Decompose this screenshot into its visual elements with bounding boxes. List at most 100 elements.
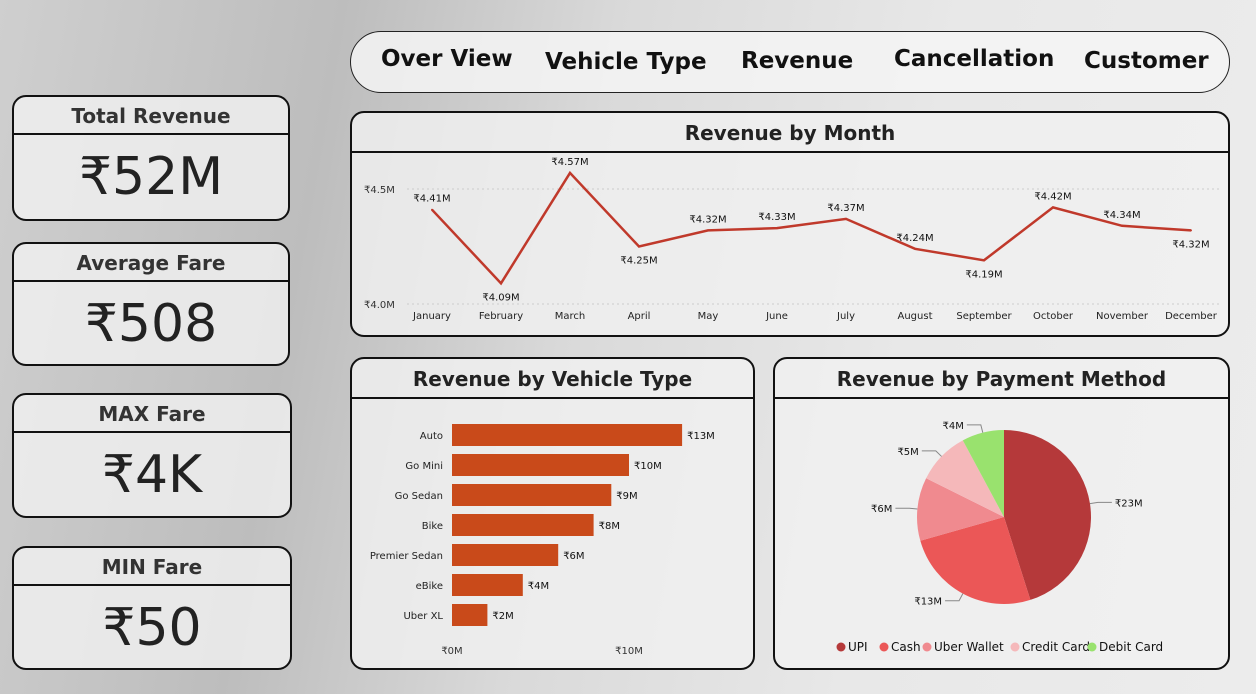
x-tick-label: November bbox=[1096, 311, 1149, 322]
data-label: ₹9M bbox=[616, 491, 637, 502]
pie-slice bbox=[920, 517, 1031, 604]
pie-slice bbox=[917, 478, 1004, 541]
pie-slice bbox=[1004, 430, 1091, 600]
x-tick-label: April bbox=[628, 311, 651, 322]
data-label: ₹4.09M bbox=[482, 292, 519, 303]
data-label: ₹4.42M bbox=[1034, 191, 1071, 202]
bar bbox=[452, 604, 488, 626]
data-point bbox=[569, 171, 571, 174]
data-point bbox=[431, 208, 433, 211]
x-tick-label: August bbox=[898, 311, 933, 322]
legend-label: Cash bbox=[891, 640, 921, 654]
kpi-label: Average Fare bbox=[14, 244, 288, 282]
y-tick-label: Uber XL bbox=[403, 611, 443, 622]
pie-chart: ₹23M ₹13M ₹6M ₹5M ₹4M UPI Cash Uber Wallet Credi… bbox=[836, 421, 1163, 654]
x-tick-label: ₹10M bbox=[615, 646, 643, 657]
legend-label: UPI bbox=[848, 640, 868, 654]
x-tick-label: July bbox=[836, 311, 855, 322]
data-point bbox=[1190, 229, 1192, 232]
bar bbox=[452, 454, 629, 476]
data-point bbox=[1052, 206, 1054, 209]
data-label: ₹4M bbox=[942, 421, 963, 432]
kpi-label: Total Revenue bbox=[14, 97, 288, 135]
data-point bbox=[845, 217, 847, 220]
revenue-line bbox=[431, 170, 1192, 286]
data-label: ₹13M bbox=[914, 597, 942, 608]
x-tick-label: January bbox=[412, 311, 451, 322]
bar bbox=[452, 544, 559, 566]
pie-slice bbox=[926, 440, 1004, 517]
legend-marker bbox=[1087, 642, 1097, 652]
data-label: ₹4.32M bbox=[689, 214, 726, 225]
data-label: ₹6M bbox=[871, 504, 892, 515]
x-tick-label: March bbox=[555, 311, 585, 322]
data-point bbox=[638, 245, 640, 248]
chart-title: Revenue by Payment Method bbox=[775, 359, 1228, 399]
kpi-value: ₹50 bbox=[102, 598, 202, 658]
data-label: ₹6M bbox=[563, 551, 584, 562]
bar bbox=[452, 484, 612, 506]
x-tick-label: May bbox=[698, 311, 719, 322]
nav-vehicle-type[interactable]: Vehicle Type bbox=[545, 49, 707, 75]
x-tick-label: September bbox=[956, 311, 1012, 322]
kpi-min-fare: MIN Fare ₹50 bbox=[12, 546, 292, 670]
data-point bbox=[1121, 224, 1123, 227]
data-point bbox=[500, 282, 502, 285]
leader-line bbox=[945, 593, 964, 602]
data-label: ₹8M bbox=[599, 521, 620, 532]
bar bbox=[452, 574, 523, 596]
legend-marker bbox=[1010, 642, 1020, 652]
data-point bbox=[707, 229, 709, 232]
y-tick-label: ₹4.0M bbox=[364, 300, 395, 311]
x-tick-label: February bbox=[479, 311, 523, 322]
legend-label: Credit Card bbox=[1022, 640, 1090, 654]
nav-cancellation[interactable]: Cancellation bbox=[894, 46, 1055, 72]
kpi-label: MIN Fare bbox=[14, 548, 290, 586]
y-tick-label: Auto bbox=[420, 431, 443, 442]
data-label: ₹13M bbox=[687, 431, 715, 442]
kpi-max-fare: MAX Fare ₹4K bbox=[12, 393, 292, 518]
legend-marker bbox=[836, 642, 846, 652]
y-tick-label: Bike bbox=[422, 521, 443, 532]
x-tick-label: December bbox=[1165, 311, 1218, 322]
pie-slice bbox=[962, 430, 1004, 517]
data-point bbox=[983, 259, 985, 262]
y-tick-label: eBike bbox=[416, 581, 443, 592]
nav-revenue[interactable]: Revenue bbox=[741, 48, 854, 74]
bar bbox=[452, 424, 683, 446]
data-label: ₹2M bbox=[492, 611, 513, 622]
chart-title: Revenue by Month bbox=[352, 113, 1228, 153]
data-label: ₹10M bbox=[634, 461, 662, 472]
nav-overview[interactable]: Over View bbox=[381, 46, 513, 72]
data-label: ₹23M bbox=[1115, 498, 1143, 509]
kpi-total-revenue: Total Revenue ₹52M bbox=[12, 95, 290, 221]
kpi-value: ₹52M bbox=[78, 147, 224, 207]
legend-label: Uber Wallet bbox=[934, 640, 1004, 654]
revenue-by-payment-card: Revenue by Payment Method ₹23M ₹13M ₹6M ₹5M… bbox=[773, 357, 1230, 670]
data-label: ₹4.41M bbox=[413, 194, 450, 205]
leader-line bbox=[921, 450, 942, 457]
y-tick-label: ₹4.5M bbox=[364, 185, 395, 196]
y-tick-label: Go Sedan bbox=[395, 491, 443, 502]
revenue-by-vehicle-card: Revenue by Vehicle Type Auto ₹13M Go Mini ₹… bbox=[350, 357, 755, 670]
data-label: ₹4.57M bbox=[551, 157, 588, 168]
data-label: ₹4.19M bbox=[965, 269, 1002, 280]
kpi-value: ₹4K bbox=[101, 445, 203, 505]
kpi-value: ₹508 bbox=[84, 294, 218, 354]
data-label: ₹4.34M bbox=[1103, 210, 1140, 221]
data-label: ₹5M bbox=[897, 447, 918, 458]
x-tick-label: June bbox=[765, 311, 788, 322]
y-tick-label: Premier Sedan bbox=[370, 551, 443, 562]
legend-label: Debit Card bbox=[1099, 640, 1163, 654]
data-label: ₹4.37M bbox=[827, 203, 864, 214]
legend-marker bbox=[879, 642, 889, 652]
bar-chart: Auto ₹13M Go Mini ₹10M Go Sedan ₹9M Bike ₹8M Pre… bbox=[370, 424, 715, 657]
nav-customer[interactable]: Customer bbox=[1084, 48, 1209, 74]
leader-line bbox=[966, 424, 984, 433]
revenue-by-month-card: Revenue by Month ₹4.0M ₹4.5M ₹4.41M January… bbox=[350, 111, 1230, 337]
data-label: ₹4.25M bbox=[620, 256, 657, 267]
bar bbox=[452, 514, 594, 536]
data-point bbox=[776, 227, 778, 230]
x-tick-label: ₹0M bbox=[441, 646, 462, 657]
data-label: ₹4.32M bbox=[1172, 239, 1209, 250]
